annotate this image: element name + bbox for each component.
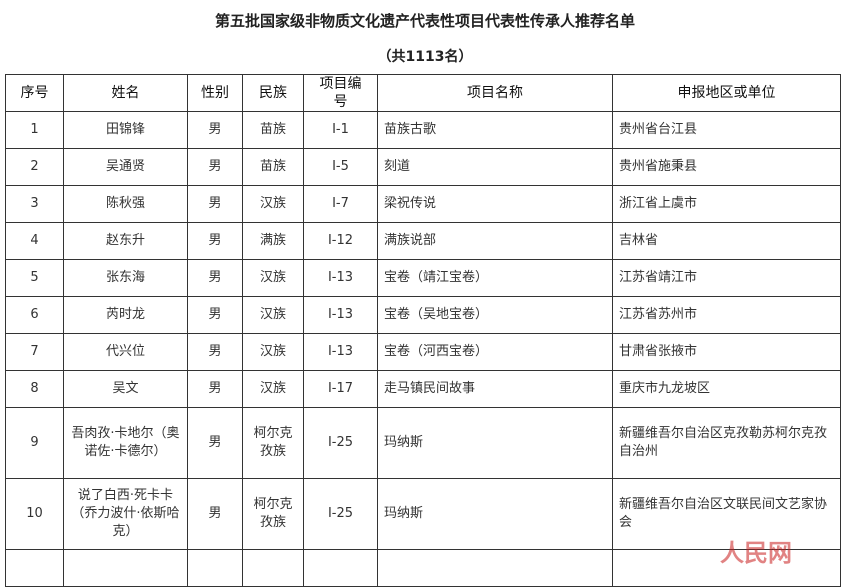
cell-ethnicity: 柯尔克孜族 bbox=[242, 407, 304, 479]
table-row: 3 陈秋强男汉族 Ⅰ-7 梁祝传说 浙江省上虞市 bbox=[5, 185, 841, 223]
cell-region: 新疆维吾尔自治区文联民间文艺家协会 bbox=[612, 478, 841, 550]
header-project-code: 项目编号 bbox=[303, 74, 378, 112]
cell-empty bbox=[377, 549, 613, 587]
cell-project-code: Ⅰ-17 bbox=[303, 370, 378, 408]
cell-index: 7 bbox=[5, 333, 64, 371]
table-header-row: 序号 姓名 性别 民族 项目编号 项目名称 申报地区或单位 bbox=[5, 74, 841, 112]
table-row: 9 吾肉孜·卡地尔（奥诺佐·卡德尔）男柯尔克孜族 Ⅰ-25 玛纳斯 新疆维吾尔自治区克孜… bbox=[5, 407, 841, 479]
cell-project-code: Ⅰ-12 bbox=[303, 222, 378, 260]
cell-index: 2 bbox=[5, 148, 64, 186]
cell-gender: 男 bbox=[187, 370, 243, 408]
cell-project-name: 宝卷（靖江宝卷） bbox=[377, 259, 613, 297]
cell-ethnicity: 汉族 bbox=[242, 185, 304, 223]
table-row: 2 吴通贤男苗族 Ⅰ-5 刻道 贵州省施秉县 bbox=[5, 148, 841, 186]
cell-project-code: Ⅰ-1 bbox=[303, 111, 378, 149]
cell-gender: 男 bbox=[187, 333, 243, 371]
cell-ethnicity: 柯尔克孜族 bbox=[242, 478, 304, 550]
cell-project-code: Ⅰ-13 bbox=[303, 296, 378, 334]
cell-gender: 男 bbox=[187, 185, 243, 223]
cell-region: 江苏省靖江市 bbox=[612, 259, 841, 297]
cell-empty bbox=[5, 549, 64, 587]
table-row-partial bbox=[5, 549, 841, 587]
header-project-name: 项目名称 bbox=[377, 74, 613, 112]
cell-ethnicity: 汉族 bbox=[242, 370, 304, 408]
cell-project-code: Ⅰ-25 bbox=[303, 407, 378, 479]
header-name: 姓名 bbox=[63, 74, 188, 112]
cell-gender: 男 bbox=[187, 222, 243, 260]
cell-index: 5 bbox=[5, 259, 64, 297]
cell-project-code: Ⅰ-25 bbox=[303, 478, 378, 550]
cell-project-name: 宝卷（河西宝卷） bbox=[377, 333, 613, 371]
cell-empty bbox=[303, 549, 378, 587]
cell-gender: 男 bbox=[187, 111, 243, 149]
header-region: 申报地区或单位 bbox=[612, 74, 841, 112]
table-row: 10 说了白西·死卡卡（乔力波什·依斯哈克）男柯尔克孜族 Ⅰ-25 玛纳斯 新疆维吾尔自… bbox=[5, 478, 841, 550]
cell-name: 赵东升 bbox=[63, 222, 188, 260]
document-subtitle: （共1113名） bbox=[377, 49, 473, 65]
cell-region: 贵州省施秉县 bbox=[612, 148, 841, 186]
cell-project-name: 梁祝传说 bbox=[377, 185, 613, 223]
document-title: 第五批国家级非物质文化遗产代表性项目代表性传承人推荐名单 bbox=[214, 12, 635, 30]
table-row: 5 张东海男汉族 Ⅰ-13 宝卷（靖江宝卷） 江苏省靖江市 bbox=[5, 259, 841, 297]
cell-project-name: 玛纳斯 bbox=[377, 407, 613, 479]
cell-name: 芮时龙 bbox=[63, 296, 188, 334]
cell-index: 1 bbox=[5, 111, 64, 149]
cell-index: 8 bbox=[5, 370, 64, 408]
table-row: 7 代兴位男汉族 Ⅰ-13 宝卷（河西宝卷） 甘肃省张掖市 bbox=[5, 333, 841, 371]
cell-region: 重庆市九龙坡区 bbox=[612, 370, 841, 408]
table-row: 4 赵东升男满族 Ⅰ-12 满族说部 吉林省 bbox=[5, 222, 841, 260]
cell-index: 6 bbox=[5, 296, 64, 334]
cell-project-code: Ⅰ-7 bbox=[303, 185, 378, 223]
cell-name: 陈秋强 bbox=[63, 185, 188, 223]
cell-project-name: 苗族古歌 bbox=[377, 111, 613, 149]
cell-ethnicity: 汉族 bbox=[242, 259, 304, 297]
table-row: 6 芮时龙男汉族 Ⅰ-13 宝卷（吴地宝卷） 江苏省苏州市 bbox=[5, 296, 841, 334]
cell-index: 3 bbox=[5, 185, 64, 223]
table-row: 1 田锦锋男苗族 Ⅰ-1 苗族古歌 贵州省台江县 bbox=[5, 111, 841, 149]
cell-region: 江苏省苏州市 bbox=[612, 296, 841, 334]
cell-gender: 男 bbox=[187, 478, 243, 550]
cell-region: 甘肃省张掖市 bbox=[612, 333, 841, 371]
cell-name: 吴通贤 bbox=[63, 148, 188, 186]
cell-project-code: Ⅰ-13 bbox=[303, 333, 378, 371]
cell-project-name: 走马镇民间故事 bbox=[377, 370, 613, 408]
cell-index: 4 bbox=[5, 222, 64, 260]
header-ethnicity: 民族 bbox=[242, 74, 304, 112]
cell-gender: 男 bbox=[187, 259, 243, 297]
cell-empty bbox=[63, 549, 188, 587]
cell-name: 代兴位 bbox=[63, 333, 188, 371]
cell-ethnicity: 汉族 bbox=[242, 296, 304, 334]
cell-index: 10 bbox=[5, 478, 64, 550]
cell-region: 浙江省上虞市 bbox=[612, 185, 841, 223]
cell-name: 张东海 bbox=[63, 259, 188, 297]
cell-region: 贵州省台江县 bbox=[612, 111, 841, 149]
cell-gender: 男 bbox=[187, 407, 243, 479]
cell-project-name: 玛纳斯 bbox=[377, 478, 613, 550]
cell-gender: 男 bbox=[187, 148, 243, 186]
cell-region: 吉林省 bbox=[612, 222, 841, 260]
cell-project-code: Ⅰ-13 bbox=[303, 259, 378, 297]
cell-gender: 男 bbox=[187, 296, 243, 334]
cell-ethnicity: 苗族 bbox=[242, 148, 304, 186]
cell-name: 田锦锋 bbox=[63, 111, 188, 149]
cell-name: 吴文 bbox=[63, 370, 188, 408]
cell-index: 9 bbox=[5, 407, 64, 479]
inheritors-table: 序号 姓名 性别 民族 项目编号 项目名称 申报地区或单位 1 田锦锋男苗族 Ⅰ-1… bbox=[5, 74, 841, 587]
cell-ethnicity: 满族 bbox=[242, 222, 304, 260]
cell-empty bbox=[187, 549, 243, 587]
cell-name: 吾肉孜·卡地尔（奥诺佐·卡德尔） bbox=[63, 407, 188, 479]
cell-empty bbox=[242, 549, 304, 587]
cell-project-code: Ⅰ-5 bbox=[303, 148, 378, 186]
cell-name: 说了白西·死卡卡（乔力波什·依斯哈克） bbox=[63, 478, 188, 550]
cell-project-name: 刻道 bbox=[377, 148, 613, 186]
header-index: 序号 bbox=[5, 74, 64, 112]
cell-ethnicity: 汉族 bbox=[242, 333, 304, 371]
cell-project-name: 满族说部 bbox=[377, 222, 613, 260]
watermark-logo: 人民网 bbox=[720, 539, 792, 567]
cell-region: 新疆维吾尔自治区克孜勒苏柯尔克孜自治州 bbox=[612, 407, 841, 479]
cell-ethnicity: 苗族 bbox=[242, 111, 304, 149]
header-gender: 性别 bbox=[187, 74, 243, 112]
cell-project-name: 宝卷（吴地宝卷） bbox=[377, 296, 613, 334]
table-row: 8 吴文男汉族 Ⅰ-17 走马镇民间故事 重庆市九龙坡区 bbox=[5, 370, 841, 408]
